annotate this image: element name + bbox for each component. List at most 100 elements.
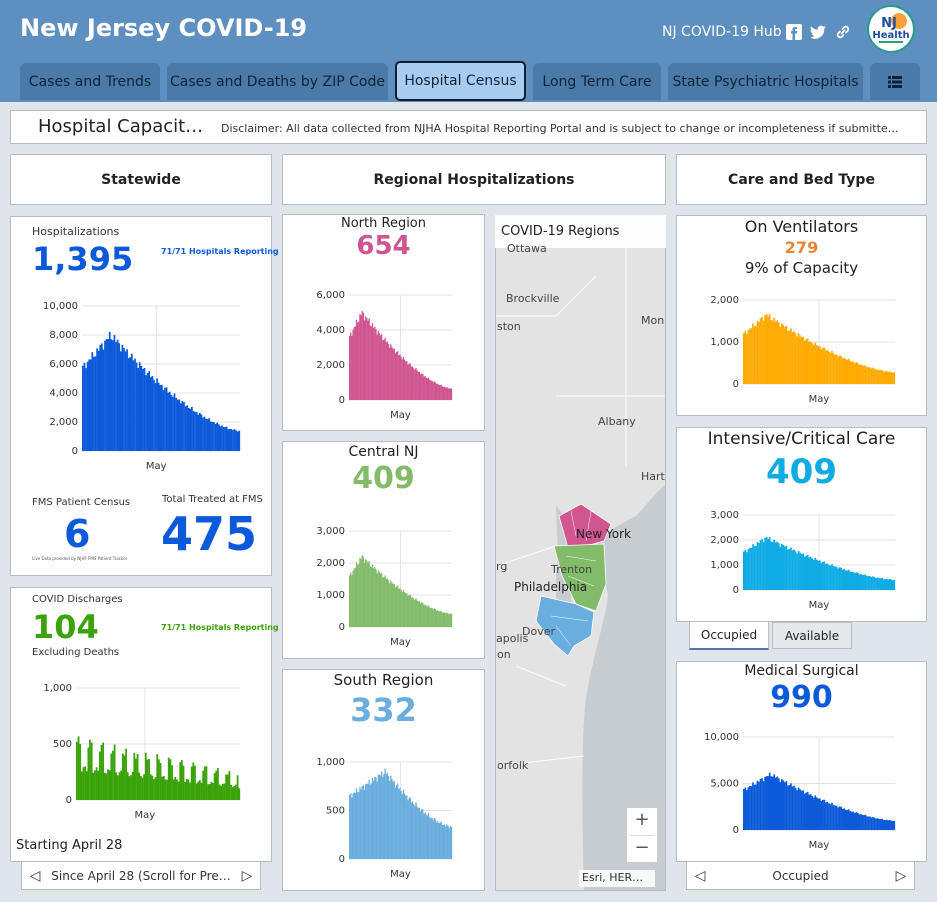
map-attribution[interactable]: Esri, HER… (579, 870, 655, 887)
south-region-chart-ytick-label: 1,000 (316, 757, 345, 768)
map-basemap[interactable] (496, 216, 666, 891)
icu-chart-bar (787, 549, 789, 590)
hospitalizations-chart-bar (172, 396, 174, 451)
north-region-chart-bar (419, 374, 422, 400)
hospitalizations-chart-bar (209, 421, 212, 451)
discharges-chart-bar (118, 772, 121, 800)
icu-chart-bar (826, 563, 829, 590)
ventilators-chart-bar (758, 321, 760, 384)
chevron-right-icon[interactable]: ▷ (241, 867, 253, 884)
central-region-chart-bar (421, 602, 423, 627)
hospitalizations-chart-bar (236, 431, 239, 451)
tab-cases-deaths-zip[interactable]: Cases and Deaths by ZIP Code (167, 63, 388, 100)
section-regional: Regional Hospitalizations (282, 154, 666, 205)
chevron-left-icon[interactable]: ◁ (694, 867, 706, 884)
ventilators-chart-bar (878, 370, 880, 384)
central-region-chart: 3,000 2,000 1,000 0 May (316, 526, 453, 648)
hub-link[interactable]: NJ COVID-19 Hub (662, 24, 782, 40)
discharges-chart-bar (153, 779, 155, 800)
south-region-chart-bar (406, 795, 408, 859)
hospitalizations-chart-bar (123, 347, 125, 451)
svg-text:Health: Health (872, 30, 909, 41)
chevron-left-icon[interactable]: ◁ (29, 867, 41, 884)
central-region-chart-bar (387, 580, 390, 627)
discharges-chart-bar (89, 739, 91, 800)
north-region-chart-bar (362, 312, 365, 400)
south-region-chart-bar (378, 774, 381, 859)
twitter-icon[interactable] (809, 23, 827, 41)
medsurg-chart-bar (884, 819, 887, 830)
ventilators-chart-bar (788, 330, 791, 384)
north-region-chart-bar (365, 316, 367, 400)
central-region-chart-bar (375, 569, 377, 627)
ventilators-chart-bar (781, 323, 783, 384)
tab-long-term-care[interactable]: Long Term Care (533, 63, 661, 100)
south-region-chart-bar (419, 811, 422, 859)
central-region-chart-bar (403, 592, 406, 627)
central-region-chart-bar (370, 567, 373, 627)
tab-available[interactable]: Available (772, 622, 852, 649)
hospitalizations-chart-bar (225, 426, 228, 451)
icu-chart-bar (805, 555, 807, 590)
central-region-chart-bar (391, 582, 393, 627)
north-region-chart-ytick-label: 0 (339, 395, 345, 406)
hospitalizations-chart-bar (162, 390, 165, 451)
discharges-chart-bar (226, 774, 229, 800)
discharges-chart-bar (225, 774, 228, 800)
discharges-chart-bar (76, 741, 78, 800)
hospitalizations-chart-bar (156, 378, 158, 451)
tab-cases-and-trends[interactable]: Cases and Trends (20, 63, 160, 100)
icu-chart-bar (846, 570, 849, 590)
discharges-chart-bar (82, 767, 85, 800)
icu-chart-bar (752, 544, 754, 590)
central-region-chart-bar (439, 611, 441, 627)
medsurg-chart-bar (747, 787, 750, 830)
central-region-chart-bar (379, 573, 382, 627)
hospitalizations-chart-bar (214, 423, 217, 451)
tab-hospital-census[interactable]: Hospital Census (395, 61, 526, 101)
icu-chart-bar (806, 554, 809, 590)
central-region-chart-bar (450, 613, 453, 627)
south-region-chart-bar (389, 781, 391, 859)
medsurg-chart-bar (774, 777, 777, 830)
regions-map[interactable] (495, 215, 666, 891)
discharges-chart-bar (174, 777, 177, 800)
medsurg-chart-bar (875, 818, 877, 830)
central-region-chart-bar (416, 600, 418, 627)
south-region-chart-bar (417, 807, 419, 859)
tab-state-psychiatric[interactable]: State Psychiatric Hospitals (668, 63, 863, 100)
south-region-chart-bar (433, 818, 435, 859)
ventilators-chart-bar (765, 314, 768, 384)
discharges-chart-bar (148, 759, 150, 800)
tab-menu[interactable] (870, 63, 920, 100)
discharges-chart-bar (208, 783, 211, 800)
map-label-ston: ston (497, 320, 521, 333)
south-region-chart-bar (399, 787, 401, 859)
total-treated-value: 475 (161, 507, 258, 561)
zoom-in-button[interactable]: + (634, 809, 650, 830)
discharges-chart-bar (182, 765, 185, 800)
medsurg-chart-bar (779, 782, 782, 830)
central-region-chart-bar (395, 586, 398, 627)
north-region-chart-xtick-label: May (390, 410, 411, 421)
chevron-right-icon[interactable]: ▷ (895, 867, 907, 884)
north-region-chart-bar (426, 378, 429, 400)
medsurg-chart-bar (817, 798, 820, 830)
icu-chart-bar (825, 563, 827, 590)
tab-occupied[interactable]: Occupied (689, 622, 769, 650)
discharges-chart-bar (228, 771, 231, 800)
hospitalizations-chart-bar (105, 338, 108, 451)
icu-chart-bar (802, 553, 804, 590)
link-icon[interactable] (834, 23, 852, 41)
zoom-out-button[interactable]: − (634, 837, 650, 858)
discharges-chart-bar (133, 752, 136, 800)
ventilators-chart-xtick-label: May (809, 394, 830, 404)
discharges-chart-bar (213, 773, 216, 800)
south-region-chart-bar (442, 825, 445, 859)
icu-chart-bar (885, 579, 888, 590)
medsurg-chart-bar (885, 819, 888, 830)
discharges-chart-bar (238, 788, 241, 800)
facebook-icon[interactable] (785, 23, 803, 41)
hospitalizations-chart-bar (157, 382, 160, 451)
medsurg-chart-bar (762, 781, 765, 830)
